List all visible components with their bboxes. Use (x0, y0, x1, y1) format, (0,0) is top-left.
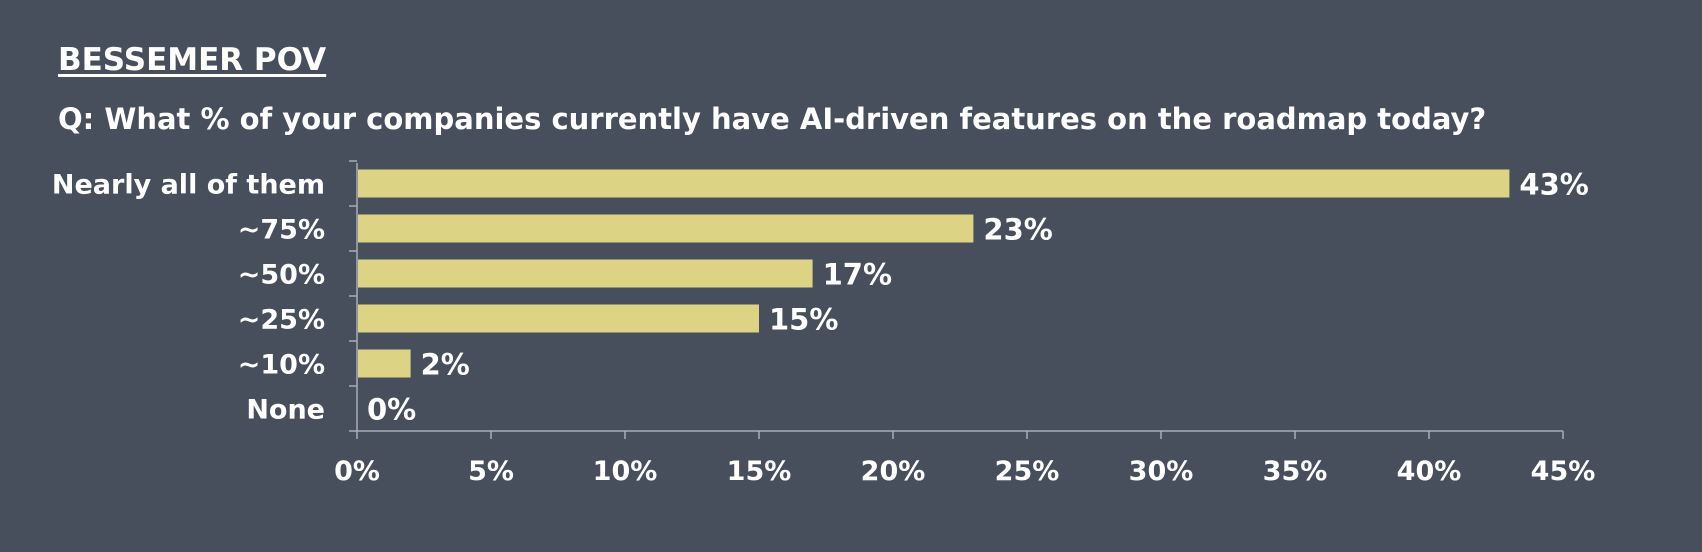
category-label: ~50% (238, 260, 325, 291)
category-label: Nearly all of them (52, 170, 325, 201)
bar (358, 304, 759, 333)
x-tick-label: 20% (861, 456, 926, 487)
value-label: 0% (367, 393, 416, 427)
category-label: ~75% (238, 215, 325, 246)
x-tick-label: 5% (468, 456, 514, 487)
value-label: 2% (421, 348, 470, 382)
x-tick-label: 25% (995, 456, 1060, 487)
value-label: 43% (1519, 168, 1588, 202)
x-tick-label: 35% (1263, 456, 1328, 487)
value-label: 23% (983, 213, 1052, 247)
bar (358, 259, 813, 288)
x-tick-label: 15% (727, 456, 792, 487)
bar (358, 349, 411, 378)
section-header: BESSEMER POV (58, 42, 327, 78)
category-label: ~25% (238, 305, 325, 336)
bar (358, 214, 974, 243)
x-tick-label: 0% (334, 456, 380, 487)
x-tick-label: 30% (1129, 456, 1194, 487)
bar (358, 169, 1510, 198)
value-label: 15% (769, 303, 838, 337)
value-label: 17% (823, 258, 892, 292)
x-tick-label: 40% (1397, 456, 1462, 487)
question-text: Q: What % of your companies currently ha… (58, 102, 1487, 136)
category-label: ~10% (238, 350, 325, 381)
x-tick-label: 10% (593, 456, 658, 487)
category-label: None (246, 395, 325, 426)
x-tick-label: 45% (1531, 456, 1596, 487)
